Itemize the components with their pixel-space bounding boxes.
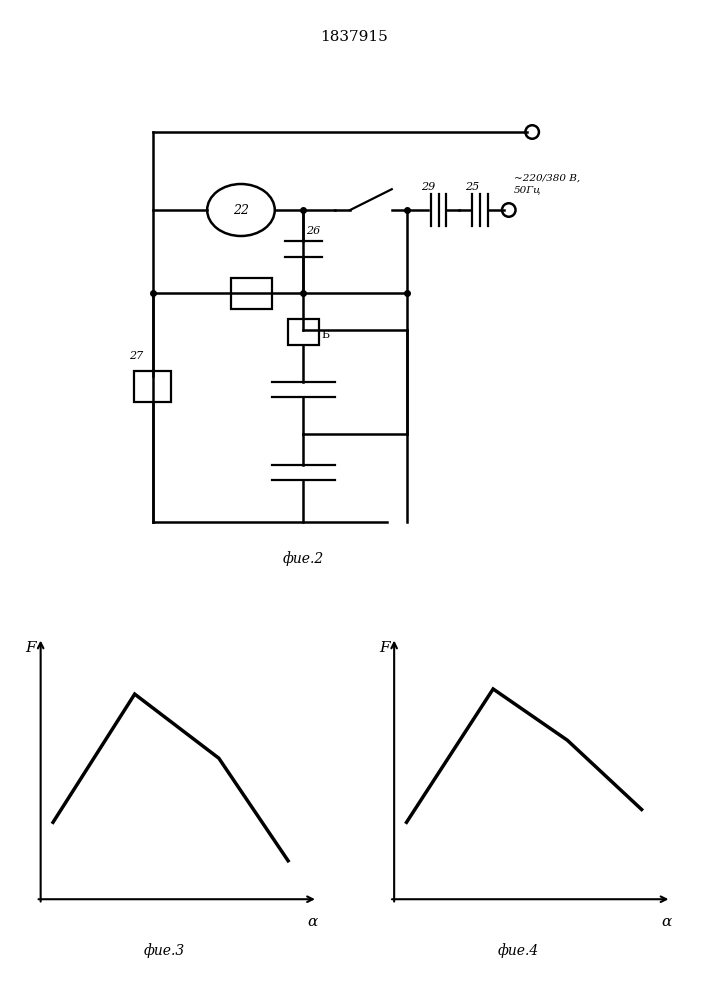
Text: F: F [379,641,390,655]
Text: фие.4: фие.4 [497,943,539,958]
Bar [288,319,319,345]
Text: фие.2: фие.2 [283,551,324,566]
Text: α: α [308,915,318,929]
Text: ~220/380 В,
50Гц: ~220/380 В, 50Гц [514,174,580,194]
Text: фие.3: фие.3 [144,943,185,958]
Text: F: F [25,641,36,655]
Text: 25: 25 [465,182,479,192]
Text: 1837915: 1837915 [320,30,387,44]
Text: 22: 22 [233,204,249,217]
Text: Б: Б [322,330,329,340]
Text: 26: 26 [306,226,320,236]
Text: α: α [661,915,672,929]
Text: 27: 27 [129,351,144,361]
Bar [134,371,171,402]
Bar [230,278,272,309]
Text: 29: 29 [421,182,436,192]
